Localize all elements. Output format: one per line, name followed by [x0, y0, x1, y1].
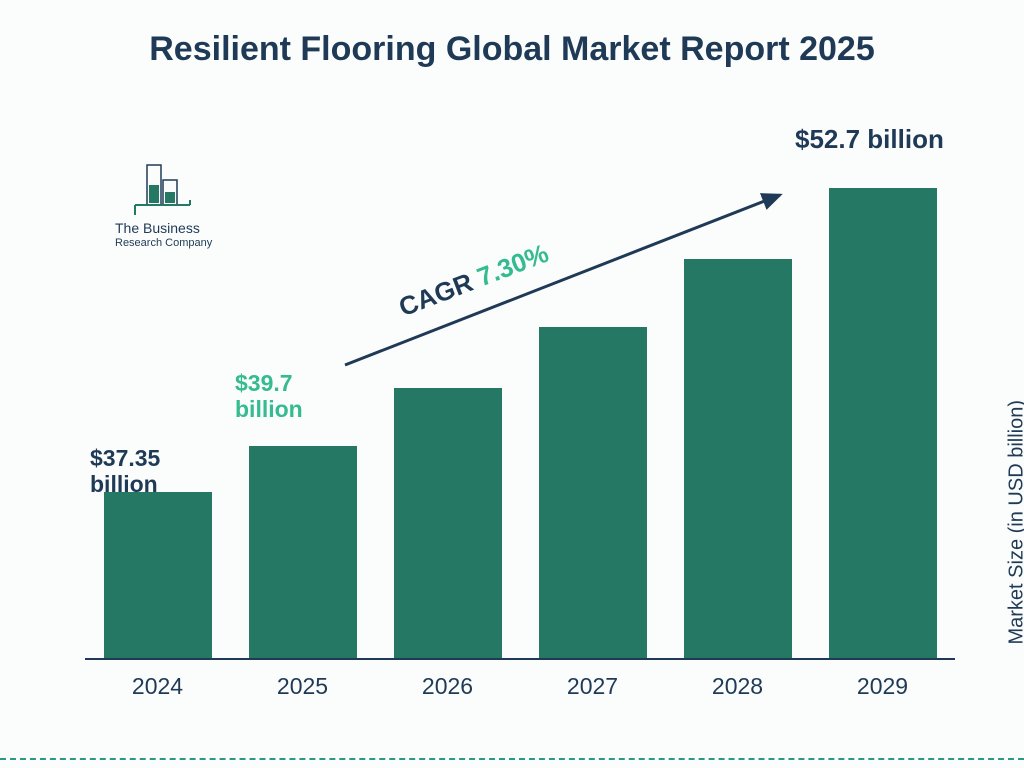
x-label: 2025	[243, 673, 363, 700]
bar-rect	[249, 446, 357, 658]
x-label: 2029	[823, 673, 943, 700]
value-label: $37.35billion	[90, 445, 160, 498]
chart-area: 202420252026202720282029	[85, 150, 955, 660]
bar-rect	[104, 492, 212, 658]
bar-2026	[388, 388, 508, 658]
bottom-dashed-line	[0, 758, 1024, 760]
x-label: 2024	[98, 673, 218, 700]
x-label: 2028	[678, 673, 798, 700]
bar-2029	[823, 188, 943, 658]
value-label: $52.7 billion	[795, 125, 944, 155]
bar-rect	[829, 188, 937, 658]
x-axis-line	[85, 658, 955, 660]
x-label: 2027	[533, 673, 653, 700]
bar-2027	[533, 327, 653, 658]
bar-rect	[684, 259, 792, 658]
x-labels: 2024 2025 2026 2027 2028 2029	[85, 673, 955, 700]
bar-rect	[539, 327, 647, 658]
bar-2028	[678, 259, 798, 658]
bar-2024	[98, 492, 218, 658]
y-axis-label: Market Size (in USD billion)	[1006, 400, 1024, 645]
bar-rect	[394, 388, 502, 658]
bars-container	[85, 150, 955, 658]
value-label: $39.7billion	[235, 370, 303, 423]
x-label: 2026	[388, 673, 508, 700]
bar-2025	[243, 446, 363, 658]
chart-title: Resilient Flooring Global Market Report …	[0, 30, 1024, 69]
